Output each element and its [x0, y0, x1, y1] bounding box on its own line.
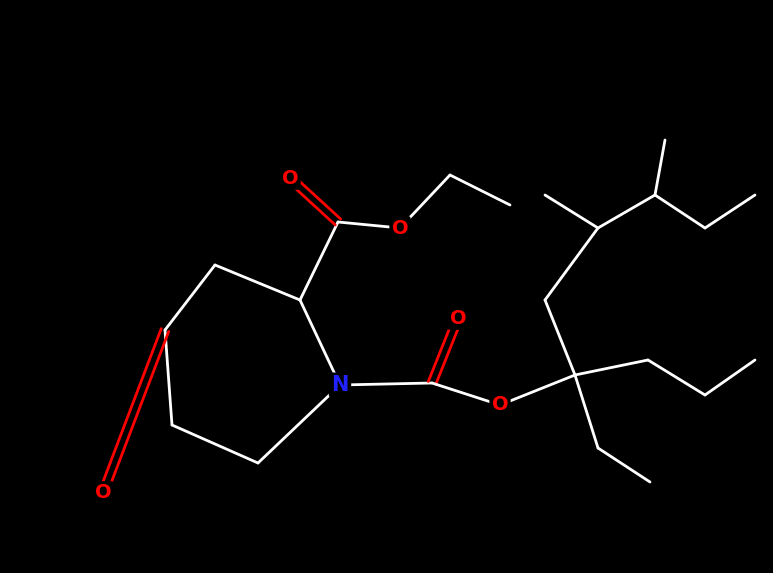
Text: O: O [94, 484, 111, 503]
Text: O: O [492, 395, 509, 414]
Text: O: O [392, 218, 408, 237]
Text: O: O [281, 168, 298, 187]
Text: N: N [332, 375, 349, 395]
Text: O: O [450, 308, 466, 328]
